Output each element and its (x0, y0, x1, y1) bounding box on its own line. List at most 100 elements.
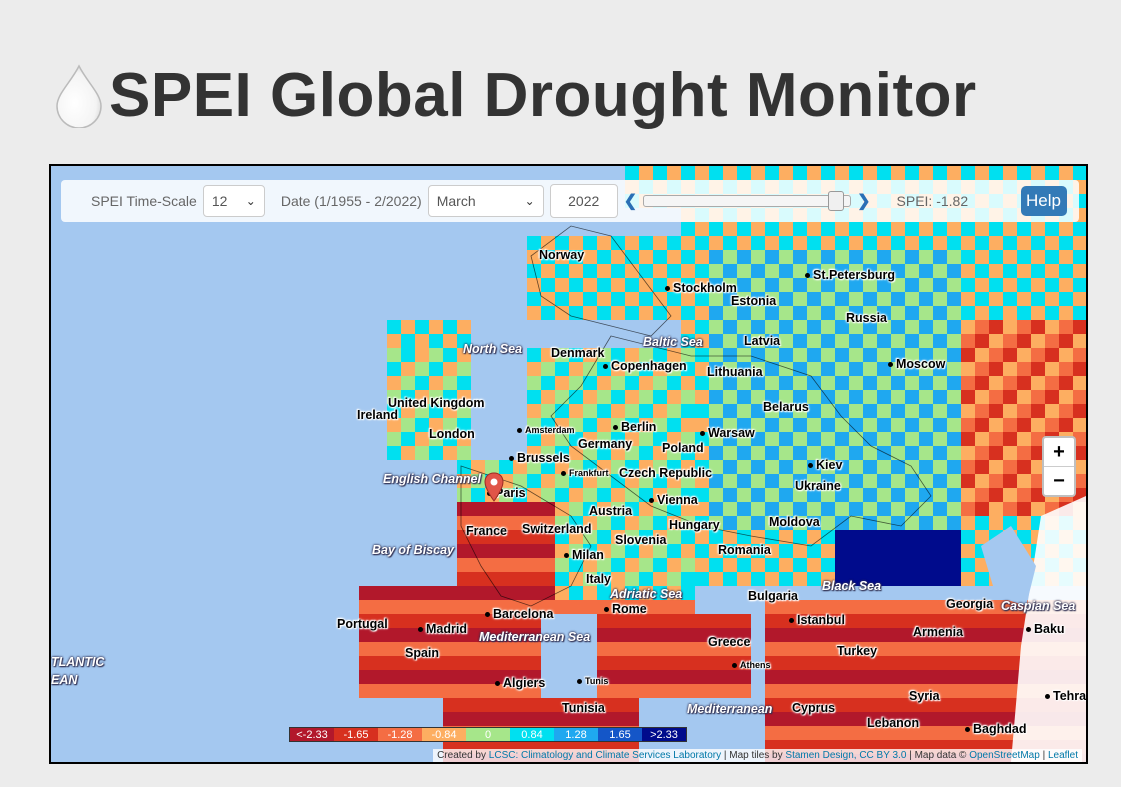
osm-link[interactable]: OpenStreetMap (969, 750, 1040, 761)
spei-cell (709, 236, 723, 250)
country-label: Belarus (763, 400, 809, 414)
spei-cell (891, 222, 905, 236)
spei-cell (835, 642, 849, 656)
previous-arrow-icon[interactable]: ❮ (623, 193, 638, 210)
spei-cell (863, 502, 877, 516)
spei-cell (933, 264, 947, 278)
zoom-in-button[interactable]: + (1044, 438, 1074, 467)
spei-cell (975, 362, 989, 376)
spei-cell (807, 572, 821, 586)
spei-cell (961, 306, 975, 320)
year-input[interactable]: 2022 (549, 184, 618, 218)
legend-swatch: -1.28 (378, 728, 422, 741)
location-pin-icon[interactable] (484, 472, 504, 502)
spei-cell (849, 418, 863, 432)
spei-cell (919, 558, 933, 572)
spei-cell (905, 628, 919, 642)
spei-cell (541, 264, 555, 278)
leaflet-link[interactable]: Leaflet (1047, 750, 1078, 761)
drought-map[interactable]: Norway Estonia Russia Latvia Denmark Lit… (49, 164, 1088, 764)
slider-thumb[interactable] (828, 191, 845, 211)
spei-cell (947, 684, 961, 698)
timescale-select[interactable]: 12 ⌄ (202, 185, 265, 217)
spei-cell (583, 306, 597, 320)
spei-cell (639, 516, 653, 530)
spei-cell (569, 390, 583, 404)
spei-cell (443, 698, 457, 712)
spei-cell (891, 684, 905, 698)
spei-cell (625, 712, 639, 726)
spei-cell (1003, 488, 1017, 502)
spei-cell (681, 334, 695, 348)
spei-cell (653, 628, 667, 642)
spei-cell (653, 236, 667, 250)
spei-cell (821, 348, 835, 362)
spei-cell (695, 292, 709, 306)
spei-cell (933, 320, 947, 334)
spei-cell (527, 516, 541, 530)
spei-cell (1073, 362, 1086, 376)
spei-cell (457, 320, 471, 334)
spei-cell (765, 348, 779, 362)
spei-cell (569, 502, 583, 516)
spei-cell (863, 320, 877, 334)
spei-cell (429, 348, 443, 362)
date-slider[interactable] (643, 191, 852, 211)
spei-cell (877, 488, 891, 502)
spei-cell (835, 530, 849, 544)
spei-cell (401, 404, 415, 418)
spei-cell (723, 320, 737, 334)
spei-cell (1073, 292, 1086, 306)
spei-cell (989, 376, 1003, 390)
spei-cell (583, 362, 597, 376)
spei-cell (569, 446, 583, 460)
spei-cell (597, 516, 611, 530)
help-button[interactable]: Help (1020, 186, 1067, 216)
spei-cell (527, 656, 541, 670)
spei-cell (821, 600, 835, 614)
spei-cell (1017, 516, 1031, 530)
month-select[interactable]: March ⌄ (427, 185, 544, 217)
spei-cell (625, 642, 639, 656)
country-label: France (466, 524, 507, 538)
spei-cell (975, 306, 989, 320)
spei-cell (723, 362, 737, 376)
spei-cell (835, 222, 849, 236)
spei-cell (667, 446, 681, 460)
next-arrow-icon[interactable]: ❯ (857, 193, 871, 210)
spei-cell (905, 404, 919, 418)
spei-cell (1003, 306, 1017, 320)
spei-cell (457, 544, 471, 558)
country-label: Greece (708, 635, 751, 649)
spei-cell (1031, 376, 1045, 390)
spei-cell (821, 334, 835, 348)
spei-cell (849, 376, 863, 390)
spei-cell (807, 446, 821, 460)
spei-cell (709, 250, 723, 264)
spei-cell (429, 670, 443, 684)
spei-cell (821, 376, 835, 390)
stamen-link[interactable]: Stamen Design, CC BY 3.0 (785, 750, 907, 761)
spei-cell (765, 250, 779, 264)
spei-cell (443, 362, 457, 376)
spei-cell (639, 278, 653, 292)
spei-cell (429, 600, 443, 614)
spei-cell (1045, 362, 1059, 376)
zoom-out-button[interactable]: − (1053, 469, 1065, 492)
spei-cell (821, 628, 835, 642)
spei-cell (793, 404, 807, 418)
spei-cell (387, 446, 401, 460)
spei-cell (611, 558, 625, 572)
spei-cell (751, 292, 765, 306)
spei-cell (429, 320, 443, 334)
spei-cell (961, 250, 975, 264)
spei-cell (807, 670, 821, 684)
spei-cell (639, 628, 653, 642)
lcsc-link[interactable]: LCSC: Climatology and Climate Services L… (488, 750, 722, 761)
spei-cell (625, 446, 639, 460)
spei-cell (597, 306, 611, 320)
spei-cell (807, 306, 821, 320)
spei-cell (863, 488, 877, 502)
spei-cell (989, 222, 1003, 236)
spei-cell (415, 642, 429, 656)
